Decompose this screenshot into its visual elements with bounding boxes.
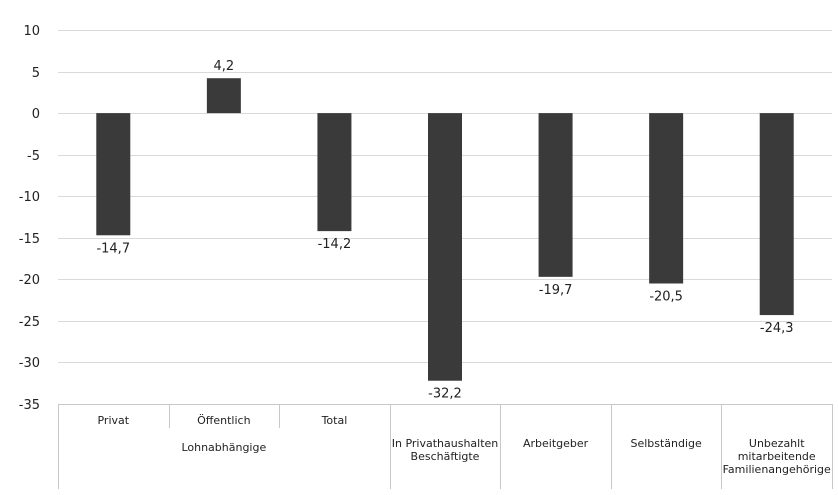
data-labels: -14,7 4,2 -14,2 -32,2 -19,7 -20,5 -24,3 bbox=[96, 59, 793, 402]
bar bbox=[428, 113, 462, 381]
bar bbox=[96, 113, 131, 236]
y-tick-label: 5 bbox=[32, 66, 40, 81]
data-label: 4,2 bbox=[214, 59, 235, 74]
category-label: Privat bbox=[97, 414, 129, 427]
category-label: Familienangehörige bbox=[723, 463, 831, 476]
y-tick-label: -15 bbox=[19, 232, 40, 247]
y-tick-label: -10 bbox=[19, 190, 40, 205]
y-tick-label: 10 bbox=[23, 24, 40, 39]
category-label: Öffentlich bbox=[197, 414, 250, 427]
y-tick-label: 0 bbox=[32, 107, 40, 122]
y-tick-label: -5 bbox=[27, 149, 40, 164]
category-label: Beschäftigte bbox=[411, 450, 480, 463]
category-label: Arbeitgeber bbox=[523, 437, 589, 450]
bar bbox=[538, 113, 573, 277]
category-label: Selbständige bbox=[630, 437, 702, 450]
data-label: -32,2 bbox=[428, 387, 462, 402]
category-axis: Privat Öffentlich Total In Privathaushalten… bbox=[58, 404, 833, 489]
category-label: In Privathaushalten bbox=[392, 437, 499, 450]
bar bbox=[206, 78, 241, 114]
y-tick-label: -20 bbox=[19, 273, 40, 288]
y-tick-label: -25 bbox=[19, 315, 40, 330]
y-tick-label: -35 bbox=[19, 398, 40, 413]
data-label: -20,5 bbox=[649, 289, 683, 304]
data-label: -14,2 bbox=[318, 237, 352, 252]
bars bbox=[96, 78, 794, 381]
category-group-label: Lohnabhängige bbox=[181, 441, 266, 454]
category-label: mitarbeitende bbox=[738, 450, 816, 463]
category-label: Total bbox=[321, 414, 348, 427]
y-tick-label: -30 bbox=[19, 356, 40, 371]
bar bbox=[317, 113, 352, 232]
bar bbox=[759, 113, 794, 316]
y-axis-ticks: 10 5 0 -5 -10 -15 -20 -25 -30 -35 bbox=[19, 24, 40, 413]
data-label: -19,7 bbox=[539, 283, 573, 298]
data-label: -14,7 bbox=[96, 241, 130, 256]
category-label: Unbezahlt bbox=[749, 437, 805, 450]
bar bbox=[649, 113, 684, 284]
data-label: -24,3 bbox=[760, 321, 794, 336]
